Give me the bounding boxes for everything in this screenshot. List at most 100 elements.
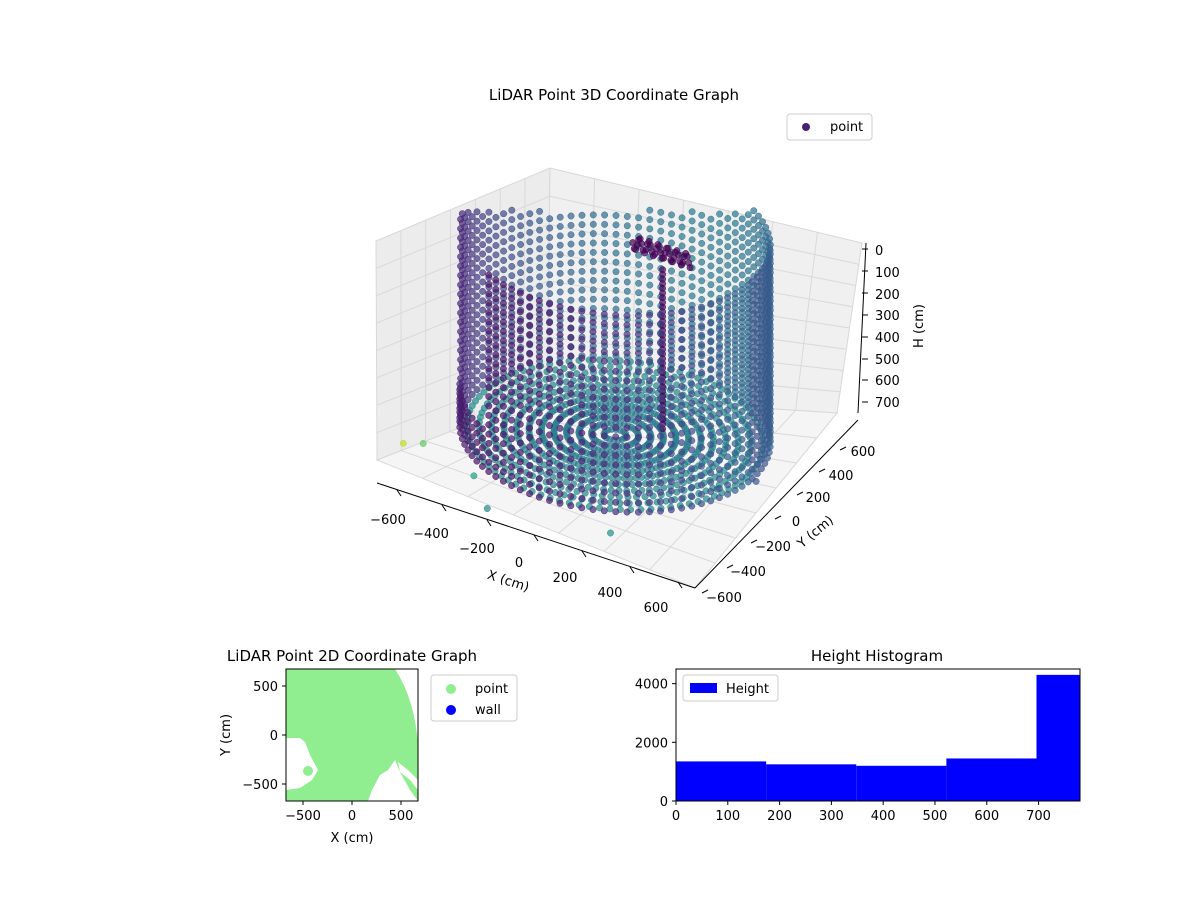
point-mark [657,479,664,487]
histogram-bar [946,758,1037,801]
point-mark [678,373,686,381]
point-mark [567,389,575,397]
point-mark [456,386,464,394]
point-mark [468,433,476,441]
point-mark [698,258,706,266]
point-mark [707,413,715,421]
point-mark [731,229,739,237]
x-tick-hist: 200 [767,809,792,824]
point-mark [678,439,686,447]
point-mark [546,262,554,269]
point-mark [526,312,534,320]
point-mark [508,351,516,359]
point-mark [526,387,534,395]
point-mark [499,374,507,382]
point-mark [546,394,553,401]
point-mark [757,334,765,342]
point-mark [634,405,642,413]
x-tick-2d: 0 [348,809,356,824]
point-mark [744,440,752,448]
point-mark [738,215,746,223]
point-mark [499,337,507,345]
point-mark [646,330,653,338]
point-mark [479,444,486,452]
point-mark [567,268,575,276]
point-mark [578,267,586,275]
point-mark [646,367,653,375]
point-mark [508,482,516,490]
point-mark [457,328,465,336]
point-mark [744,258,752,265]
point-mark [678,457,686,465]
point-mark [750,254,758,261]
point-mark [698,331,705,339]
point-mark [753,348,761,356]
point-mark [516,345,524,353]
point-mark [757,390,765,398]
y-tick-hist: 2000 [635,736,668,751]
legend-hist: Height [682,674,779,702]
point-mark [535,381,543,389]
point-mark [516,458,524,466]
point-mark [715,494,723,502]
x-tick-hist: 0 [672,809,680,824]
point-mark [688,474,696,482]
point-mark [667,365,675,373]
point-mark [757,437,765,445]
point-mark [457,346,465,354]
z-axis-line [857,242,867,414]
point-mark [485,393,493,401]
point-mark [546,271,554,279]
point-mark [612,249,620,257]
point-mark [678,298,686,306]
point-mark [678,223,686,231]
point-mark [634,452,642,460]
point-mark [546,459,553,467]
point-mark [698,415,705,423]
point-mark [589,337,597,345]
point-mark [526,266,534,274]
point-mark [578,286,586,294]
x-tick-2d: 500 [389,809,414,824]
point-mark [492,351,500,359]
point-mark [688,399,696,407]
point-mark [635,270,643,278]
point-mark [589,477,597,485]
point-mark [473,264,481,272]
point-mark [546,403,553,411]
point-mark [753,460,761,468]
point-mark [492,398,500,406]
point-mark [744,309,752,317]
point-mark [646,433,653,441]
x-tick: −400 [413,527,449,542]
point-mark [535,428,543,436]
point-mark [707,403,715,411]
point-mark [667,496,675,504]
point-mark [715,344,723,352]
point-mark [688,352,696,360]
point-mark [688,208,696,216]
point-mark [731,393,739,401]
point-mark [600,413,608,421]
point-mark [667,459,675,467]
point-mark [468,316,476,324]
point-mark [399,439,407,447]
point-mark [578,345,586,353]
point-mark [698,359,705,367]
point-mark [479,269,487,277]
point-mark [634,387,642,394]
point-mark [646,241,654,249]
point-mark [764,229,772,237]
point-mark [578,410,586,418]
point-mark [646,272,654,280]
point-mark [535,353,543,361]
point-mark [623,480,631,488]
point-mark [731,421,739,429]
point-mark [646,225,654,233]
point-mark [738,417,746,425]
point-mark [667,403,675,411]
point-mark [634,461,642,469]
point-mark [724,294,732,302]
point-mark [744,319,752,327]
point-mark [744,459,752,467]
